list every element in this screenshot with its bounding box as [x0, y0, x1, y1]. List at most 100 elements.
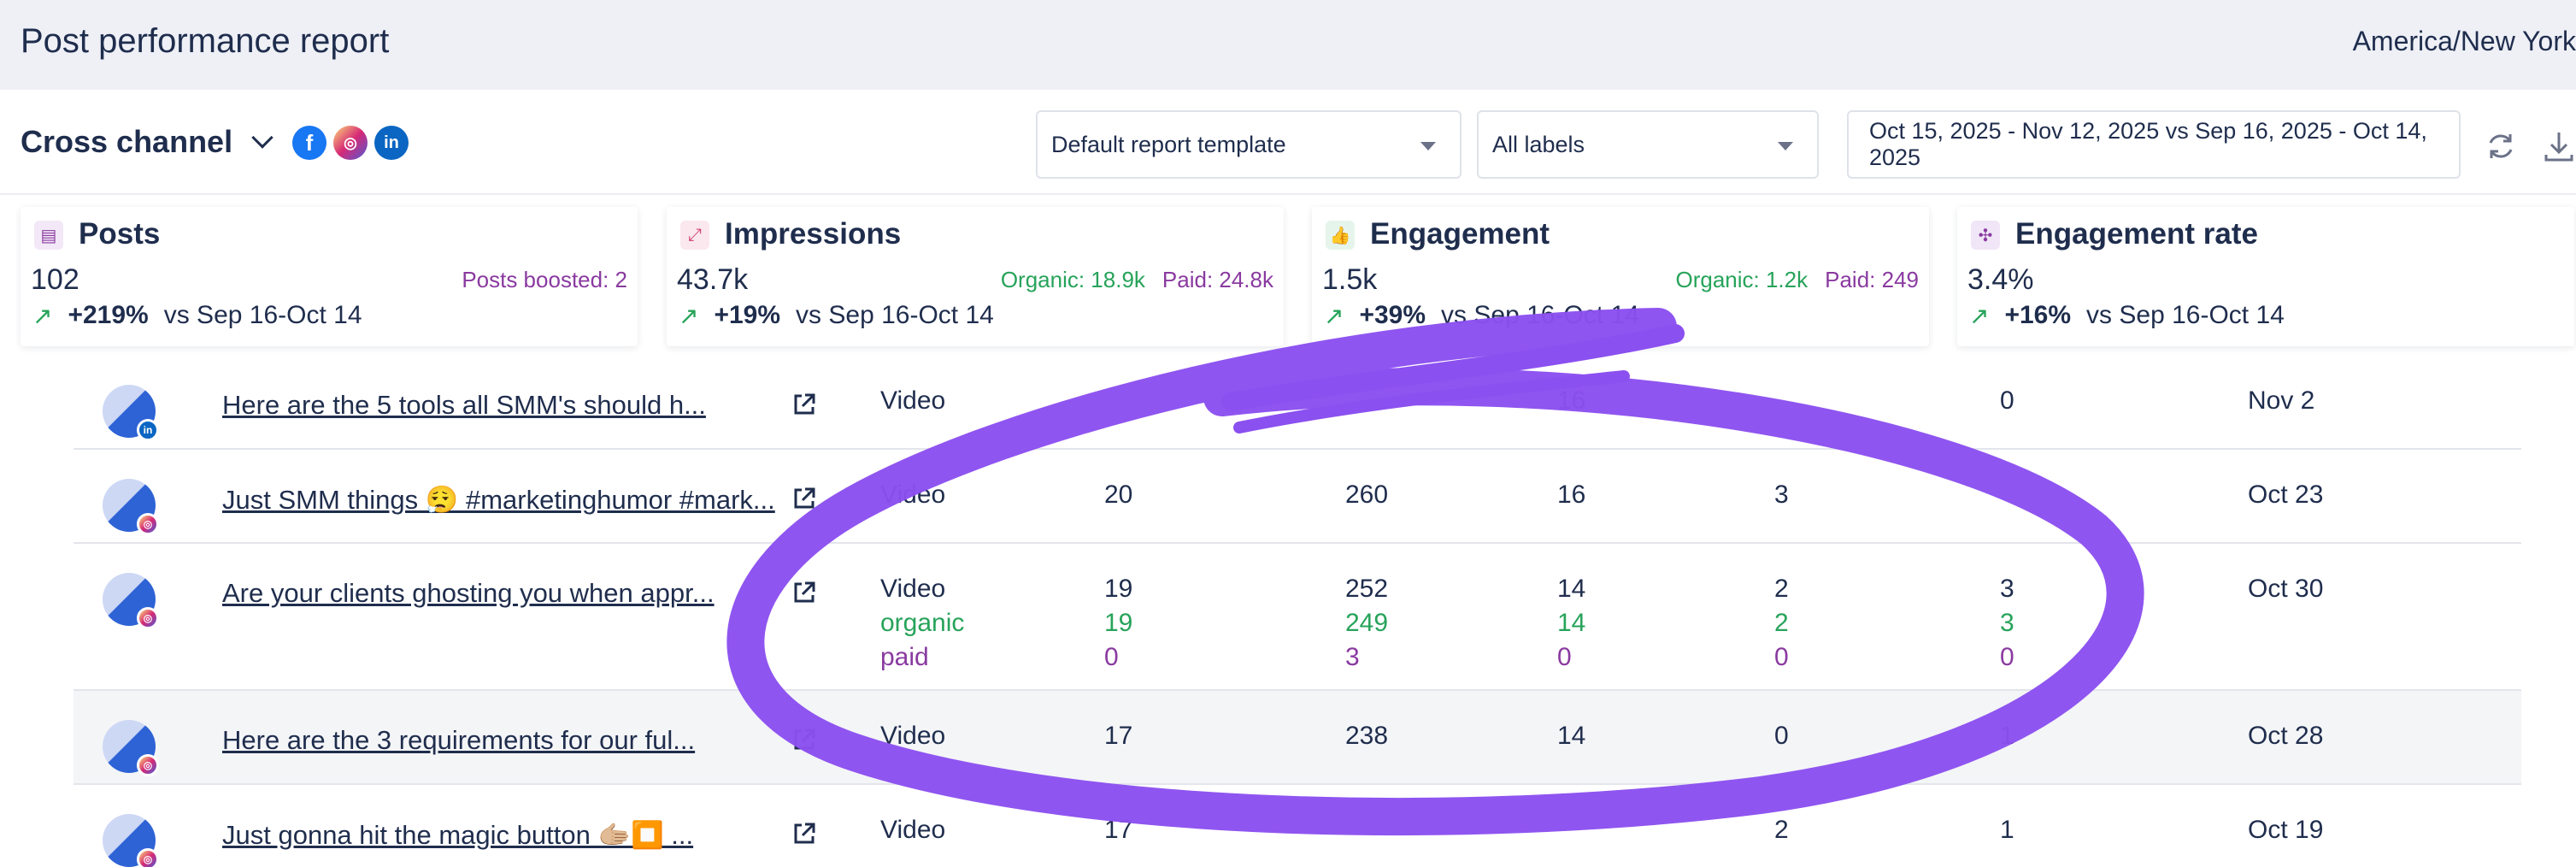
instagram-icon: ◎ [137, 607, 159, 629]
table-row[interactable]: ◎ Are your clients ghosting you when app… [74, 544, 2521, 691]
metric-cell: 3 [1774, 481, 1789, 509]
metric-cell: 14 [1557, 722, 1586, 750]
report-header: Post performance report America/New York [0, 0, 2576, 90]
avatar: ◎ [103, 720, 159, 776]
chevron-down-icon [251, 127, 273, 149]
date-range-picker[interactable]: Oct 15, 2025 - Nov 12, 2025 vs Sep 16, 2… [1847, 110, 2461, 179]
post-type: Video [880, 575, 946, 603]
organic-cell: 19 [1104, 609, 1133, 637]
instagram-icon: ◎ [137, 513, 159, 535]
table-row[interactable]: ◎ Here are the 3 requirements for our fu… [74, 691, 2521, 785]
metric-cell: 0 [1774, 722, 1789, 750]
post-date: Oct 30 [2248, 575, 2324, 603]
metric-cell: 14 [1557, 575, 1586, 603]
paid-value: Paid: 249 [1825, 267, 1919, 292]
card-breakdown: Organic: 18.9k Paid: 24.8k [1001, 267, 1273, 293]
card-title: Posts [79, 217, 161, 251]
post-link[interactable]: Are your clients ghosting you when appr.… [222, 578, 715, 608]
card-trend: ↗ +39% vs Sep 16-Oct 14 [1324, 301, 1639, 330]
impressions-icon: ⤢ [680, 221, 709, 250]
trend-percent: +39% [1359, 301, 1426, 329]
paid-cell: 3 [1345, 643, 1360, 671]
report-toolbar: Cross channel f ◎ in Default report temp… [0, 90, 2576, 195]
social-network-icons: f ◎ in [292, 126, 409, 160]
table-row[interactable]: ◎ Just gonna hit the magic button 🫱🏼⏹️ .… [74, 785, 2521, 867]
report-template-value: Default report template [1051, 131, 1286, 157]
metric-cell: 2 [1774, 816, 1789, 844]
table-row[interactable]: in Here are the 5 tools all SMM's should… [74, 356, 2521, 450]
caret-down-icon [1420, 142, 1436, 150]
avatar: ◎ [103, 479, 159, 535]
post-link[interactable]: Here are the 5 tools all SMM's should h.… [222, 390, 706, 420]
paid-value: Paid: 24.8k [1162, 267, 1273, 292]
card-value: 43.7k [677, 263, 749, 296]
caret-down-icon [1778, 142, 1793, 150]
trend-percent: +219% [68, 301, 149, 329]
organic-value: Organic: 1.2k [1675, 267, 1808, 292]
metric-cell: 16 [1557, 386, 1586, 415]
card-title: Impressions [725, 217, 902, 251]
trend-percent: +16% [2004, 301, 2072, 329]
trend-up-icon: ↗ [1969, 302, 1990, 329]
channel-selector[interactable]: Cross channel [21, 124, 273, 160]
metric-cards: ▤ Posts 102 Posts boosted: 2 ↗ +219% vs … [0, 207, 2576, 348]
date-range-value: Oct 15, 2025 - Nov 12, 2025 vs Sep 16, 2… [1869, 118, 2427, 170]
report-template-select[interactable]: Default report template [1036, 110, 1461, 179]
download-icon[interactable] [2542, 129, 2576, 163]
instagram-icon: ◎ [137, 754, 159, 776]
post-link[interactable]: Just gonna hit the magic button 🫱🏼⏹️ ... [222, 820, 694, 850]
metric-cell: 238 [1345, 722, 1389, 750]
trend-percent: +19% [714, 301, 781, 329]
post-link[interactable]: Just SMM things 😮‍💨 #marketinghumor #mar… [222, 485, 775, 515]
organic-cell: 249 [1345, 609, 1389, 637]
external-link-icon[interactable] [791, 727, 817, 752]
network-icon: ✣ [1971, 221, 2000, 250]
metric-cell: 20 [1104, 481, 1133, 509]
metric-cell: 2 [1774, 575, 1789, 603]
metric-cell: 19 [1104, 575, 1133, 603]
post-type: Video [880, 481, 946, 509]
trend-label: vs Sep 16-Oct 14 [2086, 301, 2285, 329]
card-breakdown: Posts boosted: 2 [462, 267, 627, 293]
trend-up-icon: ↗ [1324, 302, 1344, 329]
thumbs-up-icon: 👍 [1326, 221, 1355, 250]
metric-cell: 260 [1345, 481, 1389, 509]
external-link-icon[interactable] [791, 821, 817, 846]
post-date: Nov 2 [2248, 386, 2315, 415]
posts-card: ▤ Posts 102 Posts boosted: 2 ↗ +219% vs … [21, 207, 638, 346]
post-date: Oct 23 [2248, 481, 2324, 509]
external-link-icon[interactable] [791, 486, 817, 511]
card-breakdown: Organic: 1.2k Paid: 249 [1675, 267, 1919, 293]
card-trend: ↗ +219% vs Sep 16-Oct 14 [32, 301, 362, 330]
external-link-icon[interactable] [791, 580, 817, 605]
page-title: Post performance report [21, 22, 390, 60]
timezone-label[interactable]: America/New York [2352, 26, 2576, 56]
metric-cell: 16 [1557, 481, 1586, 509]
facebook-icon: f [292, 126, 326, 160]
engagement-card: 👍 Engagement 1.5k Organic: 1.2k Paid: 24… [1312, 207, 1929, 346]
linkedin-icon: in [137, 419, 159, 441]
trend-label: vs Sep 16-Oct 14 [796, 301, 994, 329]
engagement-rate-card: ✣ Engagement rate 3.4% ↗ +16% vs Sep 16-… [1957, 207, 2574, 346]
trend-label: vs Sep 16-Oct 14 [163, 301, 362, 329]
posts-boosted: Posts boosted: 2 [462, 267, 627, 292]
metric-cell: 17 [1104, 722, 1133, 750]
post-link[interactable]: Here are the 3 requirements for our ful.… [222, 725, 696, 755]
refresh-icon[interactable] [2484, 129, 2518, 163]
organic-label: organic [880, 609, 965, 637]
external-link-icon[interactable] [791, 392, 817, 417]
labels-value: All labels [1492, 131, 1585, 157]
metric-cell: 1 [2000, 722, 2014, 750]
card-value: 3.4% [1967, 263, 2034, 296]
labels-select[interactable]: All labels [1477, 110, 1819, 179]
metric-cell: 0 [2000, 386, 2014, 415]
card-title: Engagement rate [2015, 217, 2258, 251]
paid-cell: 0 [1774, 643, 1789, 671]
instagram-icon: ◎ [333, 126, 368, 160]
avatar: ◎ [103, 573, 159, 629]
organic-value: Organic: 18.9k [1000, 267, 1145, 292]
post-type: Video [880, 816, 946, 844]
table-row[interactable]: ◎ Just SMM things 😮‍💨 #marketinghumor #m… [74, 450, 2521, 544]
channel-label: Cross channel [21, 124, 233, 159]
post-type: Video [880, 386, 946, 415]
